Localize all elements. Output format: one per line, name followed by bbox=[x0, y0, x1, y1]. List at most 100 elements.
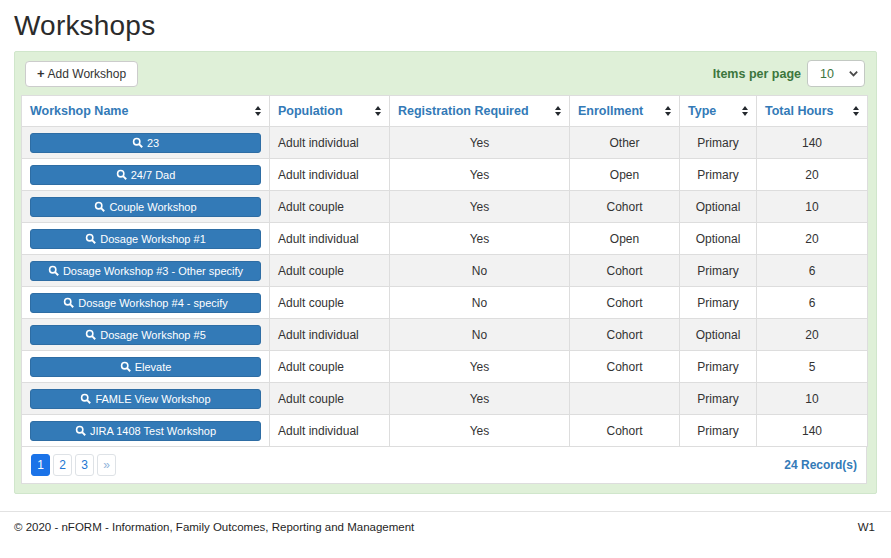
add-workshop-button[interactable]: + Add Workshop bbox=[25, 61, 138, 87]
total-hours-cell: 6 bbox=[757, 255, 868, 287]
magnifier-icon bbox=[116, 169, 127, 180]
magnifier-icon bbox=[85, 233, 96, 244]
toolbar: + Add Workshop Items per page 10 bbox=[21, 59, 867, 87]
column-header-type[interactable]: Type bbox=[680, 96, 757, 127]
total-hours-cell: 5 bbox=[757, 351, 868, 383]
workshop-detail-button[interactable]: Dosage Workshop #5 bbox=[30, 325, 261, 345]
items-per-page: Items per page 10 bbox=[713, 60, 865, 87]
table-row: Dosage Workshop #3 - Other specify Adult… bbox=[22, 255, 868, 287]
registration-required-cell: Yes bbox=[390, 159, 570, 191]
workshop-name-label: Dosage Workshop #3 - Other specify bbox=[63, 265, 243, 277]
population-cell: Adult couple bbox=[270, 255, 390, 287]
workshop-name-cell: FAMLE View Workshop bbox=[22, 383, 270, 415]
population-cell: Adult individual bbox=[270, 159, 390, 191]
workshop-detail-button[interactable]: FAMLE View Workshop bbox=[30, 389, 261, 409]
copyright-text: © 2020 - nFORM - Information, Family Out… bbox=[14, 521, 414, 533]
pagination-page-button[interactable]: 1 bbox=[31, 454, 50, 476]
version-label: W1 bbox=[858, 521, 875, 533]
type-cell: Primary bbox=[680, 415, 757, 447]
registration-required-cell: Yes bbox=[390, 191, 570, 223]
column-label: Total Hours bbox=[765, 104, 834, 118]
magnifier-icon bbox=[85, 329, 96, 340]
column-header-enrollment[interactable]: Enrollment bbox=[570, 96, 680, 127]
workshop-name-label: Couple Workshop bbox=[109, 201, 196, 213]
registration-required-cell: Yes bbox=[390, 351, 570, 383]
population-cell: Adult couple bbox=[270, 383, 390, 415]
workshop-name-cell: Dosage Workshop #3 - Other specify bbox=[22, 255, 270, 287]
enrollment-cell: Open bbox=[570, 159, 680, 191]
workshop-name-label: Dosage Workshop #1 bbox=[100, 233, 206, 245]
workshop-name-cell: Elevate bbox=[22, 351, 270, 383]
type-cell: Primary bbox=[680, 383, 757, 415]
magnifier-icon bbox=[94, 201, 105, 212]
workshop-name-label: Elevate bbox=[135, 361, 172, 373]
column-label: Enrollment bbox=[578, 104, 643, 118]
sort-arrows-icon[interactable] bbox=[255, 106, 261, 116]
enrollment-cell: Cohort bbox=[570, 415, 680, 447]
column-label: Type bbox=[688, 104, 716, 118]
column-header-registration-required[interactable]: Registration Required bbox=[390, 96, 570, 127]
site-footer: © 2020 - nFORM - Information, Family Out… bbox=[0, 511, 891, 533]
population-cell: Adult couple bbox=[270, 191, 390, 223]
workshops-panel: + Add Workshop Items per page 10 bbox=[14, 51, 877, 494]
workshop-detail-button[interactable]: Dosage Workshop #3 - Other specify bbox=[30, 261, 261, 281]
table-row: Dosage Workshop #1 Adult individual Yes … bbox=[22, 223, 868, 255]
column-label: Workshop Name bbox=[30, 104, 128, 118]
pagination-page-button[interactable]: 3 bbox=[75, 454, 94, 476]
table-row: JIRA 1408 Test Workshop Adult individual… bbox=[22, 415, 868, 447]
plus-icon: + bbox=[37, 67, 45, 80]
table-row: 24/7 Dad Adult individual Yes Open Prima… bbox=[22, 159, 868, 191]
workshop-name-cell: Dosage Workshop #1 bbox=[22, 223, 270, 255]
column-header-total-hours[interactable]: Total Hours bbox=[757, 96, 868, 127]
total-hours-cell: 10 bbox=[757, 383, 868, 415]
workshop-detail-button[interactable]: Couple Workshop bbox=[30, 197, 261, 217]
sort-arrows-icon[interactable] bbox=[742, 106, 748, 116]
add-workshop-label: Add Workshop bbox=[48, 67, 127, 81]
pagination-next-button[interactable]: » bbox=[97, 454, 116, 476]
pagination: 123» bbox=[31, 454, 116, 476]
workshop-detail-button[interactable]: 24/7 Dad bbox=[30, 165, 261, 185]
sort-arrows-icon[interactable] bbox=[665, 106, 671, 116]
total-hours-cell: 20 bbox=[757, 223, 868, 255]
enrollment-cell: Cohort bbox=[570, 287, 680, 319]
column-header-population[interactable]: Population bbox=[270, 96, 390, 127]
page-title: Workshops bbox=[14, 10, 891, 42]
magnifier-icon bbox=[132, 137, 143, 148]
magnifier-icon bbox=[120, 361, 131, 372]
workshop-name-cell: 23 bbox=[22, 127, 270, 159]
type-cell: Primary bbox=[680, 127, 757, 159]
table-header-row: Workshop Name Population Registration Re… bbox=[22, 96, 868, 127]
table-footer: 123» 24 Record(s) bbox=[21, 447, 867, 484]
registration-required-cell: No bbox=[390, 255, 570, 287]
magnifier-icon bbox=[63, 297, 74, 308]
sort-arrows-icon[interactable] bbox=[375, 106, 381, 116]
type-cell: Primary bbox=[680, 159, 757, 191]
workshops-table-card: Workshop Name Population Registration Re… bbox=[21, 95, 867, 484]
total-hours-cell: 10 bbox=[757, 191, 868, 223]
type-cell: Primary bbox=[680, 351, 757, 383]
workshop-detail-button[interactable]: JIRA 1408 Test Workshop bbox=[30, 421, 261, 441]
population-cell: Adult individual bbox=[270, 223, 390, 255]
column-header-workshop-name[interactable]: Workshop Name bbox=[22, 96, 270, 127]
workshop-detail-button[interactable]: Dosage Workshop #4 - specify bbox=[30, 293, 261, 313]
workshop-detail-button[interactable]: 23 bbox=[30, 133, 261, 153]
items-per-page-select[interactable]: 10 bbox=[807, 60, 865, 87]
magnifier-icon bbox=[75, 425, 86, 436]
total-hours-cell: 20 bbox=[757, 159, 868, 191]
total-hours-cell: 6 bbox=[757, 287, 868, 319]
population-cell: Adult individual bbox=[270, 415, 390, 447]
workshop-detail-button[interactable]: Elevate bbox=[30, 357, 261, 377]
workshop-name-cell: JIRA 1408 Test Workshop bbox=[22, 415, 270, 447]
pagination-page-button[interactable]: 2 bbox=[53, 454, 72, 476]
total-hours-cell: 20 bbox=[757, 319, 868, 351]
sort-arrows-icon[interactable] bbox=[555, 106, 561, 116]
enrollment-cell: Cohort bbox=[570, 351, 680, 383]
registration-required-cell: No bbox=[390, 287, 570, 319]
table-row: Couple Workshop Adult couple Yes Cohort … bbox=[22, 191, 868, 223]
enrollment-cell: Cohort bbox=[570, 191, 680, 223]
workshop-detail-button[interactable]: Dosage Workshop #1 bbox=[30, 229, 261, 249]
type-cell: Primary bbox=[680, 287, 757, 319]
workshop-name-cell: Dosage Workshop #5 bbox=[22, 319, 270, 351]
sort-arrows-icon[interactable] bbox=[853, 106, 859, 116]
type-cell: Optional bbox=[680, 223, 757, 255]
